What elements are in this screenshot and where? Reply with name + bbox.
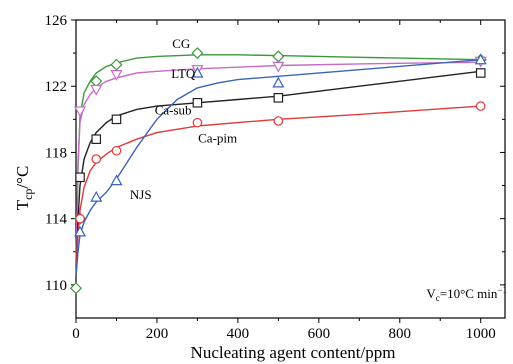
data-point-circle bbox=[111, 145, 122, 156]
series-njs bbox=[74, 53, 487, 277]
data-point-triangle-up bbox=[74, 225, 87, 237]
x-tick-label: 200 bbox=[146, 326, 169, 342]
series-label-ltq: LTQ bbox=[171, 66, 196, 81]
data-point-triangle-down bbox=[272, 61, 285, 73]
data-point-square bbox=[273, 93, 284, 103]
y-axis-label-main: T bbox=[13, 199, 32, 210]
annotation-sup: −1 bbox=[497, 285, 507, 295]
series-ca-sub bbox=[75, 68, 486, 277]
plot-frame bbox=[75, 19, 506, 319]
series-layer bbox=[69, 47, 487, 295]
y-axis-label: Tcp/°C bbox=[13, 166, 35, 211]
data-point-diamond bbox=[69, 282, 83, 295]
series-ltq bbox=[74, 56, 487, 269]
annotation-sub: c bbox=[436, 293, 440, 303]
y-axis-label-sub: cp bbox=[21, 189, 35, 200]
condition-annotation: Vc=10°C min−1 bbox=[426, 285, 507, 303]
series-label-njs: NJS bbox=[130, 187, 152, 202]
x-tick-label: 1000 bbox=[466, 326, 496, 342]
data-point-triangle-up bbox=[474, 53, 487, 65]
series-label-ca-pim: Ca-pim bbox=[198, 131, 237, 146]
y-tick-label: 126 bbox=[45, 13, 68, 29]
data-point-diamond bbox=[191, 47, 204, 60]
data-point-triangle-down bbox=[90, 84, 103, 96]
data-point-square bbox=[111, 114, 122, 125]
data-point-square bbox=[91, 134, 102, 144]
data-point-square bbox=[75, 172, 85, 183]
series-line-njs bbox=[75, 59, 481, 277]
data-point-circle bbox=[475, 101, 486, 111]
y-tick-label: 114 bbox=[45, 212, 67, 228]
series-label-cg: CG bbox=[172, 36, 190, 51]
y-tick-label: 122 bbox=[45, 79, 68, 95]
data-point-triangle-down bbox=[74, 106, 87, 118]
series-ca-pim bbox=[75, 101, 486, 277]
y-axis-label-unit: /°C bbox=[13, 166, 32, 189]
data-point-circle bbox=[273, 116, 284, 126]
x-tick-label: 0 bbox=[72, 326, 80, 342]
data-point-triangle-up bbox=[110, 174, 123, 186]
data-point-diamond bbox=[272, 50, 285, 63]
series-labels: CG LTQ Ca-sub Ca-pim NJS bbox=[130, 36, 237, 202]
annotation-main: V bbox=[426, 286, 436, 301]
y-tick-label: 118 bbox=[45, 145, 67, 161]
data-point-diamond bbox=[110, 58, 123, 71]
data-point-triangle-down bbox=[110, 70, 123, 81]
x-tick-label: 400 bbox=[227, 326, 250, 342]
annotation-rest: =10°C min bbox=[440, 286, 498, 301]
data-point-circle bbox=[192, 117, 203, 128]
x-axis-label: Nucleating agent content/ppm bbox=[191, 343, 396, 362]
series-label-ca-sub: Ca-sub bbox=[155, 102, 192, 117]
data-point-square bbox=[475, 68, 486, 78]
data-point-triangle-up bbox=[191, 66, 204, 78]
data-point-triangle-up bbox=[90, 190, 103, 202]
y-tick-label: 110 bbox=[45, 278, 67, 294]
data-point-square bbox=[192, 97, 203, 108]
x-tick-label: 600 bbox=[308, 326, 331, 342]
data-point-circle bbox=[75, 213, 85, 224]
plot-area: 0 200 400 600 800 1000 110 114 118 122 126 bbox=[45, 13, 506, 342]
x-tick-label: 800 bbox=[389, 326, 412, 342]
data-point-triangle-up bbox=[272, 76, 285, 88]
data-point-circle bbox=[91, 154, 102, 164]
